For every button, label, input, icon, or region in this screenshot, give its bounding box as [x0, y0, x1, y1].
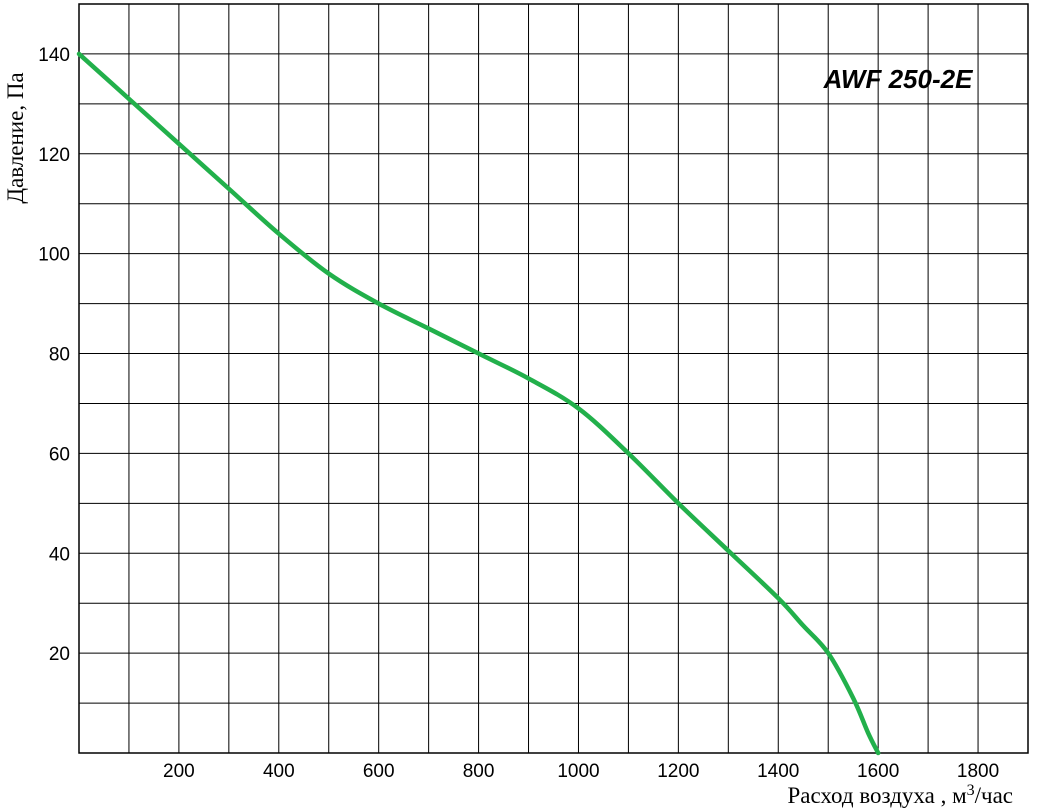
x-tick-label: 1400 — [757, 761, 799, 782]
x-tick-labels: 200 400 600 800 1000 1200 1400 1600 1800 — [163, 761, 999, 782]
x-axis-label: Расход воздуха , м3/час — [788, 782, 1013, 808]
x-axis-label-superscript: 3 — [967, 782, 975, 799]
plot-frame — [78, 3, 1029, 754]
y-tick-label: 60 — [49, 444, 70, 465]
x-tick-label: 1800 — [957, 761, 999, 782]
y-tick-label: 100 — [38, 245, 70, 266]
series-line — [76, 51, 881, 756]
y-tick-label: 40 — [49, 544, 70, 565]
x-axis-label-suffix: /час — [975, 783, 1013, 808]
x-tick-label: 1000 — [557, 761, 599, 782]
x-axis-label-prefix: Расход воздуха , м — [788, 783, 968, 808]
y-tick-labels: 20 40 60 80 100 120 140 — [38, 45, 70, 665]
x-tick-label: 600 — [363, 761, 395, 782]
x-tick-label: 1200 — [657, 761, 699, 782]
y-tick-label: 120 — [38, 145, 70, 166]
x-tick-label: 200 — [163, 761, 195, 782]
y-tick-label: 20 — [49, 644, 70, 665]
x-tick-label: 1600 — [857, 761, 899, 782]
x-tick-label: 400 — [263, 761, 295, 782]
y-tick-label: 80 — [49, 345, 70, 366]
model-annotation: AWF 250-2E — [823, 64, 973, 94]
chart-series — [76, 51, 881, 756]
x-tick-label: 800 — [463, 761, 495, 782]
chart-grid — [78, 3, 1029, 754]
y-tick-label: 140 — [38, 45, 70, 66]
y-axis-label: Давление, Па — [3, 72, 28, 203]
